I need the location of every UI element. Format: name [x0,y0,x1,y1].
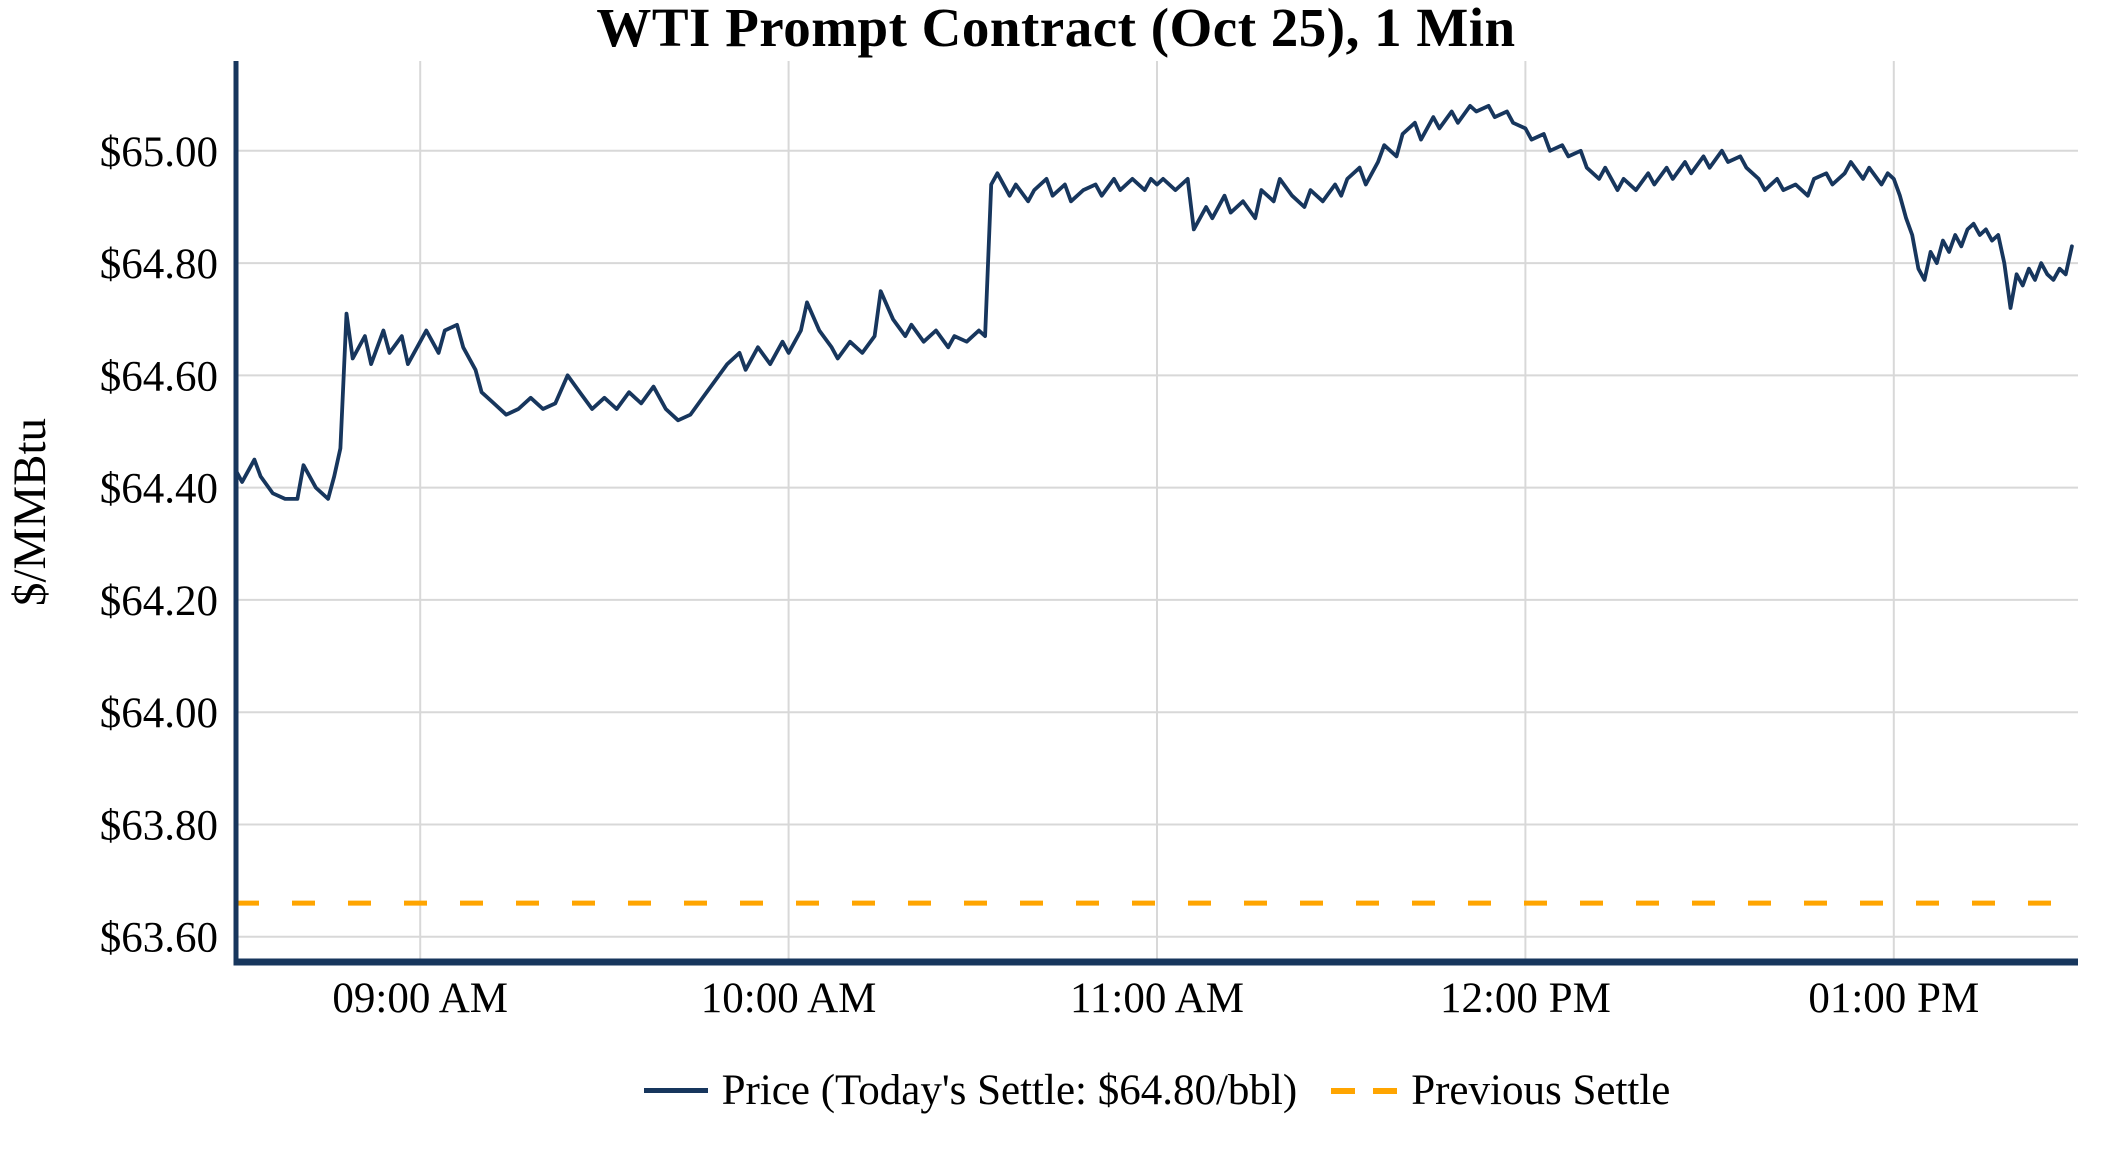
legend-previous-settle-label: Previous Settle [1411,1067,1671,1114]
x-tick-label: 10:00 AM [701,975,877,1022]
legend-item-previous-settle: Previous Settle [1331,1066,1670,1115]
x-tick-label: 01:00 PM [1808,975,1979,1022]
y-tick-label: $64.00 [100,690,218,737]
price-line-swatch [643,1088,708,1093]
x-tick-label: 12:00 PM [1440,975,1611,1022]
chart-title: WTI Prompt Contract (Oct 25), 1 Min [596,0,1516,58]
y-axis-label: $/MMBtu [4,417,56,607]
price-line [234,104,2074,501]
y-tick-label: $64.20 [100,578,218,625]
x-tick-label: 09:00 AM [332,975,508,1022]
legend-price-label: Price (Today's Settle: $64.80/bbl) [721,1067,1298,1114]
y-tick-label: $63.60 [100,915,218,962]
y-tick-label: $65.00 [100,129,218,176]
y-tick-label: $64.60 [100,353,218,400]
y-tick-label: $64.40 [100,466,218,513]
y-tick-label: $63.80 [100,803,218,850]
legend-item-price: Price (Today's Settle: $64.80/bbl) [643,1066,1298,1115]
previous-settle-dash-swatch [1331,1087,1398,1094]
x-tick-label: 11:00 AM [1070,975,1244,1022]
y-tick-label: $64.80 [100,241,218,288]
chart-legend: Price (Today's Settle: $64.80/bbl) Previ… [236,1066,2078,1115]
